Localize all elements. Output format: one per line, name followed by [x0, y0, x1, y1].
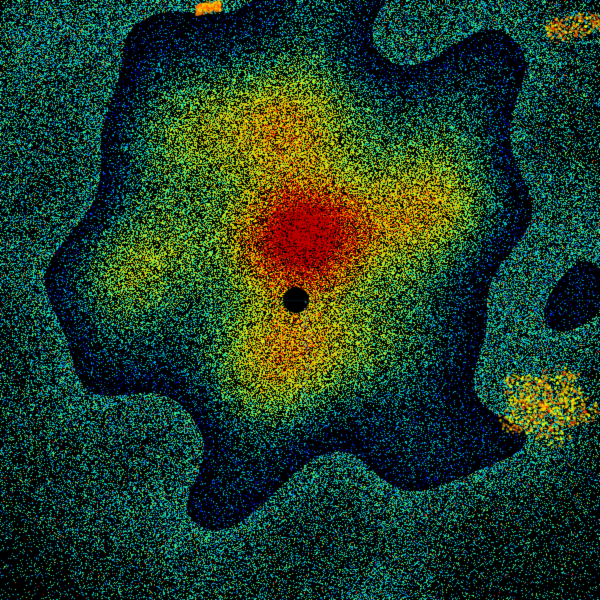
visualization-canvas-root — [0, 0, 600, 600]
heatmap-canvas — [0, 0, 600, 600]
